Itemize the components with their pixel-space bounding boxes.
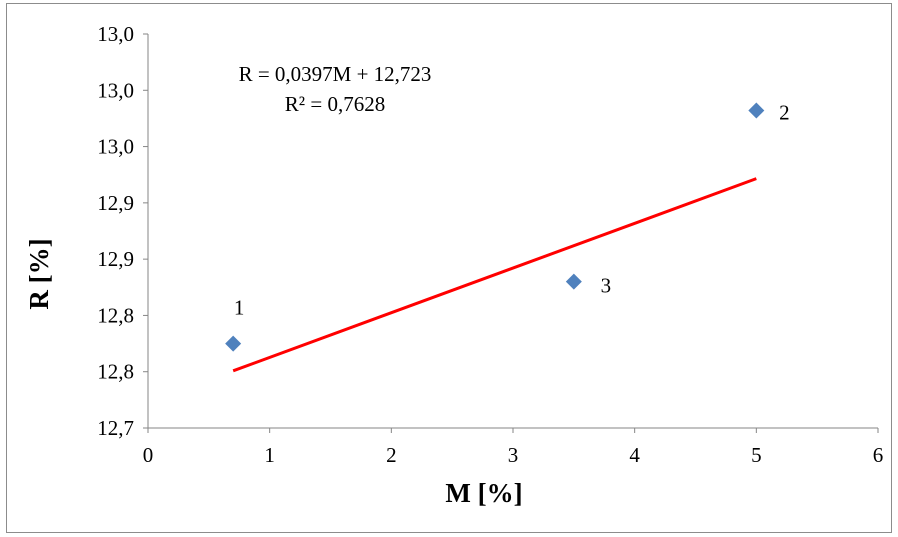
x-tick-label: 2 <box>386 443 397 467</box>
trendline-equation: R = 0,0397M + 12,723 <box>239 62 432 86</box>
data-point-marker <box>565 273 582 290</box>
chart-frame <box>6 3 892 533</box>
axes <box>143 33 879 433</box>
y-tick-label: 12,9 <box>97 247 134 271</box>
y-tick-labels: 12,7 12,8 12,8 12,9 12,9 13,0 13,0 13,0 <box>97 22 134 440</box>
y-tick-label: 13,0 <box>97 22 134 46</box>
x-tick-labels: 0 1 2 3 4 5 6 <box>143 443 884 467</box>
trendline <box>232 177 757 373</box>
y-tick-label: 12,7 <box>97 416 134 440</box>
x-axis-title: M [%] <box>445 478 522 508</box>
y-tick-label: 13,0 <box>97 78 134 102</box>
x-tick-label: 3 <box>508 443 519 467</box>
data-points: 1 2 3 <box>225 101 790 352</box>
y-tick-label: 13,0 <box>97 135 134 159</box>
x-tick-label: 5 <box>751 443 762 467</box>
x-tick-label: 4 <box>629 443 640 467</box>
data-point-label: 1 <box>234 296 245 320</box>
y-tick-label: 12,8 <box>97 303 134 327</box>
x-tick-label: 6 <box>873 443 884 467</box>
data-point-marker <box>748 102 765 119</box>
trendline-group <box>232 177 757 373</box>
trendline-r-squared: R² = 0,7628 <box>285 92 385 116</box>
x-tick-label: 0 <box>143 443 154 467</box>
data-point-marker <box>225 335 242 352</box>
data-point-label: 3 <box>601 274 612 298</box>
y-axis-title: R [%] <box>24 238 54 309</box>
x-tick-label: 1 <box>264 443 275 467</box>
y-tick-label: 12,9 <box>97 191 134 215</box>
y-tick-label: 12,8 <box>97 360 134 384</box>
data-point-label: 2 <box>779 101 790 125</box>
